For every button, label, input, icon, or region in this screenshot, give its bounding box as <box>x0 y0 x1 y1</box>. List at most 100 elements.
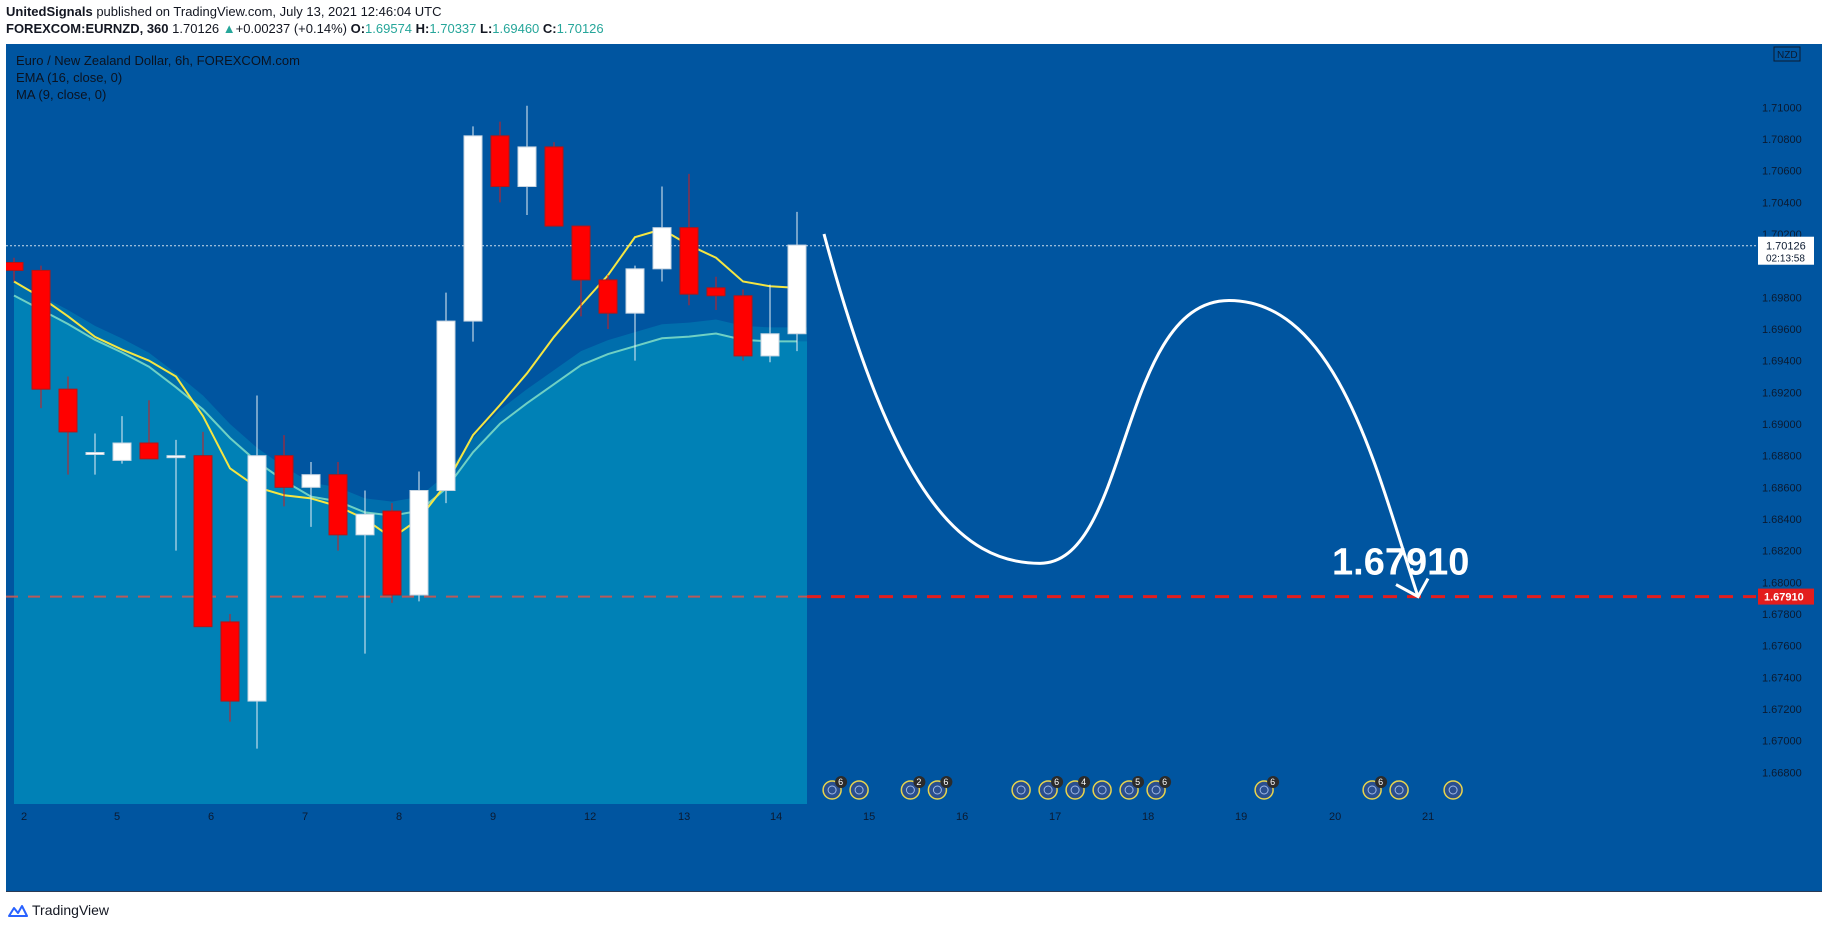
y-tick-label: 1.67600 <box>1762 641 1802 653</box>
price-chart[interactable]: 1.679101.710001.708001.706001.704001.702… <box>4 44 1822 892</box>
event-flag-icon <box>1097 785 1107 795</box>
candle[interactable] <box>4 262 24 271</box>
event-marker-icon[interactable] <box>1011 780 1031 800</box>
event-flag-icon <box>1016 785 1026 795</box>
open-label: O: <box>350 21 366 36</box>
candle[interactable] <box>301 474 321 488</box>
low-value: 1.69460 <box>492 21 540 36</box>
author-name[interactable]: UnitedSignals <box>6 4 93 19</box>
symbol-label: FOREXCOM:EURNZD, 360 <box>6 21 169 36</box>
y-tick-label: 1.68000 <box>1762 577 1802 589</box>
candle[interactable] <box>220 621 240 702</box>
event-badge <box>1132 776 1145 788</box>
candle[interactable] <box>625 268 645 314</box>
candle[interactable] <box>652 227 672 270</box>
axis-border <box>6 891 1822 892</box>
x-tick-label: 18 <box>1142 811 1154 823</box>
high-label: H: <box>415 21 430 36</box>
price-axis[interactable] <box>1756 44 1822 804</box>
chart-legend: Euro / New Zealand Dollar, 6h, FOREXCOM.… <box>16 52 300 103</box>
event-badge <box>1051 776 1064 788</box>
event-flag-icon <box>905 785 915 795</box>
ema-line <box>13 294 797 517</box>
candle[interactable] <box>166 455 186 459</box>
candle[interactable] <box>598 279 618 314</box>
event-marker-icon[interactable] <box>1443 780 1463 800</box>
x-tick-label: 16 <box>956 811 968 823</box>
candle[interactable] <box>355 513 375 536</box>
event-badge-count: 6 <box>1378 777 1383 787</box>
candle[interactable] <box>436 320 456 492</box>
candle[interactable] <box>706 287 726 297</box>
y-tick-label: 1.68800 <box>1762 451 1802 463</box>
currency-tag <box>1773 46 1801 62</box>
y-tick-label: 1.67000 <box>1762 736 1802 748</box>
event-flag-icon <box>1448 785 1458 795</box>
candle[interactable] <box>247 455 267 702</box>
forecast-curve[interactable] <box>822 233 1420 598</box>
event-flag-icon <box>1124 785 1134 795</box>
y-tick-label: 1.66800 <box>1762 767 1802 779</box>
close-label: C: <box>542 21 557 36</box>
event-badge-count: 6 <box>1054 777 1059 787</box>
event-flag-icon <box>1394 785 1404 795</box>
event-badge <box>1078 776 1091 788</box>
x-tick-label: 7 <box>302 811 308 823</box>
candle[interactable] <box>274 455 294 488</box>
candle[interactable] <box>463 135 483 322</box>
candle[interactable] <box>139 442 159 460</box>
candle[interactable] <box>58 388 78 433</box>
currency-label: NZD <box>1777 50 1798 61</box>
event-badge-count: 6 <box>1270 777 1275 787</box>
event-marker-icon[interactable] <box>1092 780 1112 800</box>
candle[interactable] <box>544 146 564 227</box>
event-badge-count: 6 <box>943 777 948 787</box>
x-tick-label: 6 <box>208 811 214 823</box>
candle[interactable] <box>490 135 510 188</box>
candle[interactable] <box>679 227 699 295</box>
event-flag-icon <box>1151 785 1161 795</box>
x-tick-label: 9 <box>490 811 496 823</box>
x-tick-label: 20 <box>1329 811 1341 823</box>
y-tick-label: 1.70800 <box>1762 134 1802 146</box>
x-tick-label: 13 <box>678 811 690 823</box>
candle[interactable] <box>517 146 537 187</box>
legend-ema[interactable]: EMA (16, close, 0) <box>16 70 123 85</box>
chart-container[interactable]: 1.67910 1.71000 1.70800 1.70600 1.70400 1.702… <box>4 44 1822 892</box>
legend-title[interactable]: Euro / New Zealand Dollar, 6h, FOREXCOM.… <box>16 53 300 68</box>
x-tick-label: 15 <box>863 811 875 823</box>
event-badge <box>1267 776 1280 788</box>
candle[interactable] <box>328 474 348 536</box>
event-marker-icon[interactable] <box>1389 780 1409 800</box>
x-tick-label: 19 <box>1235 811 1247 823</box>
target-axis-label: 1.67910 <box>1764 592 1804 604</box>
candle[interactable] <box>571 225 591 281</box>
brand-name: TradingView <box>32 902 110 918</box>
candle[interactable] <box>112 442 132 461</box>
candle[interactable] <box>31 269 51 390</box>
candle[interactable] <box>760 333 780 357</box>
legend-ma[interactable]: MA (9, close, 0) <box>16 87 107 102</box>
candle[interactable] <box>733 295 753 357</box>
event-badge-count: 2 <box>916 777 921 787</box>
cloud-logo-icon <box>8 905 28 917</box>
y-tick-label: 1.70400 <box>1762 197 1802 209</box>
event-flag-icon <box>827 785 837 795</box>
candle[interactable] <box>409 490 429 596</box>
candle[interactable] <box>382 510 402 596</box>
candle[interactable] <box>787 244 807 335</box>
candle[interactable] <box>193 455 213 628</box>
close-value: 1.70126 <box>556 21 604 36</box>
event-marker-icon[interactable] <box>849 780 869 800</box>
y-tick-label: 1.70600 <box>1762 166 1802 178</box>
price-change: +0.00237 (+0.14%) <box>235 21 347 36</box>
tradingview-logo[interactable]: TradingView <box>6 902 109 918</box>
time-axis[interactable] <box>6 804 1822 892</box>
published-text: published on TradingView.com, July 13, 2… <box>96 4 442 19</box>
candle[interactable] <box>85 452 105 455</box>
target-price-text[interactable]: 1.67910 <box>1332 542 1469 584</box>
event-badge-count: 6 <box>1162 777 1167 787</box>
x-tick-label: 21 <box>1422 811 1434 823</box>
y-tick-label: 1.71000 <box>1762 102 1802 114</box>
event-flag-icon <box>1367 785 1377 795</box>
